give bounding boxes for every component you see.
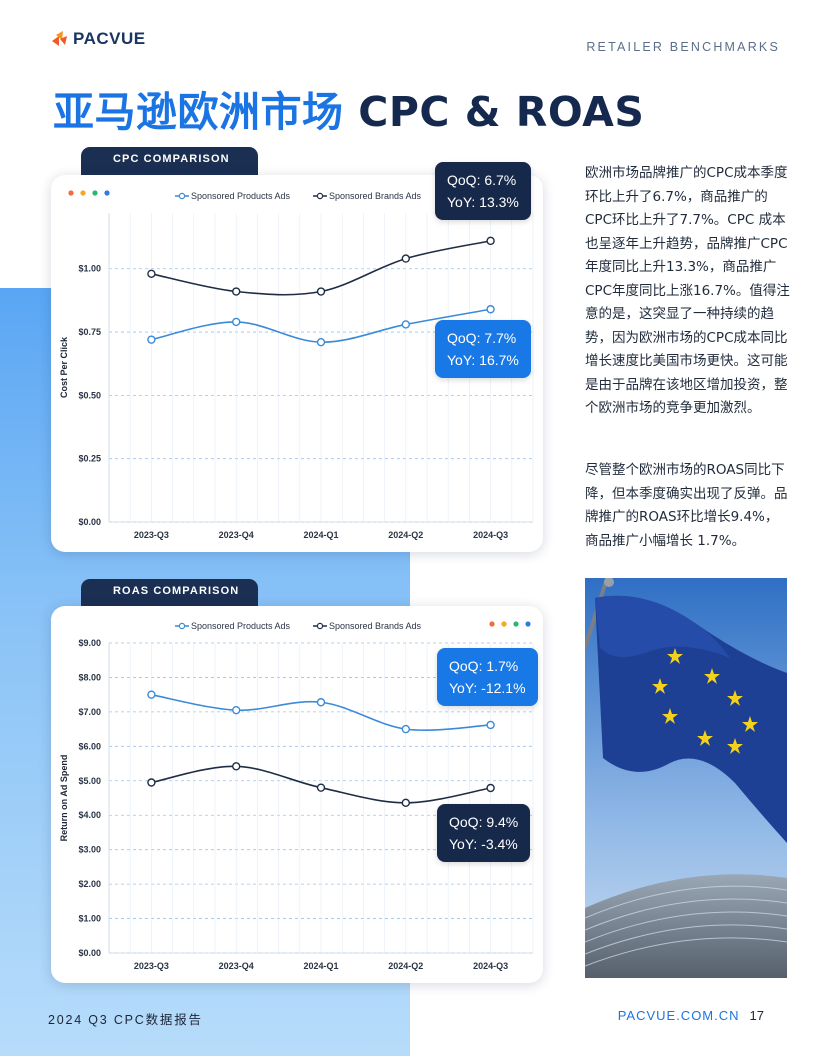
data-point: [486, 783, 495, 793]
data-point: [316, 783, 326, 792]
cpc-analysis-paragraph: 欧洲市场品牌推广的CPC成本季度环比上升了6.7%，商品推广的CPC环比上升了7…: [585, 165, 790, 416]
pacvue-logo: PACVUE: [50, 29, 146, 49]
y-axis-label: Return on Ad Spend: [59, 755, 69, 842]
legend-marker: [178, 192, 186, 200]
window-dot-icon: [80, 190, 86, 196]
data-point: [231, 317, 241, 327]
y-tick-label: $5.00: [78, 776, 101, 786]
roas-products-yoy: YoY: -12.1%: [449, 680, 526, 696]
data-point: [401, 320, 410, 329]
legend-marker: [316, 192, 324, 200]
window-dot-icon: [525, 621, 531, 627]
x-tick-label: 2024-Q2: [388, 530, 423, 540]
y-tick-label: $1.00: [78, 914, 101, 924]
data-point: [231, 762, 241, 771]
flag-stars: [652, 648, 758, 754]
data-point: [401, 798, 410, 808]
legend-label: Sponsored Brands Ads: [329, 621, 422, 631]
data-point: [147, 269, 156, 278]
x-tick-label: 2024-Q2: [388, 961, 423, 971]
x-tick-label: 2024-Q3: [473, 530, 508, 540]
legend-marker: [316, 622, 324, 630]
data-point: [401, 254, 410, 263]
legend-marker: [178, 622, 186, 630]
cpc-brands-qoq: QoQ: 6.7%: [447, 172, 517, 188]
legend-label: Sponsored Brands Ads: [329, 191, 422, 201]
footer-right: PACVUE.COM.CN 17: [618, 1008, 764, 1023]
data-point: [486, 236, 495, 246]
x-tick-label: 2023-Q3: [134, 961, 169, 971]
eu-flag-illustration: [585, 578, 787, 978]
x-tick-label: 2024-Q3: [473, 961, 508, 971]
section-label: RETAILER BENCHMARKS: [586, 40, 780, 54]
page-title-english: CPC & ROAS: [358, 88, 645, 136]
cpc-brands-yoy: YoY: 13.3%: [447, 194, 519, 210]
data-point: [231, 705, 241, 715]
cpc-brands-callout: QoQ: 6.7% YoY: 13.3%: [435, 162, 531, 220]
legend-label: Sponsored Products Ads: [191, 621, 291, 631]
cpc-products-qoq: QoQ: 7.7%: [447, 330, 517, 346]
data-point: [316, 698, 326, 707]
data-point: [486, 305, 495, 314]
y-tick-label: $0.00: [78, 517, 101, 527]
website-link[interactable]: PACVUE.COM.CN: [617, 1008, 740, 1023]
y-tick-label: $0.50: [78, 390, 101, 400]
roas-brands-yoy: YoY: -3.4%: [449, 836, 518, 852]
y-tick-label: $4.00: [78, 810, 101, 820]
data-point: [231, 287, 241, 296]
y-tick-label: $9.00: [78, 638, 101, 648]
roas-analysis-paragraph: 尽管整个欧洲市场的ROAS同比下降，但本季度确实出现了反弹。品牌推广的ROAS环…: [585, 462, 788, 549]
roas-products-qoq: QoQ: 1.7%: [449, 658, 519, 674]
roas-brands-callout: QoQ: 9.4% YoY: -3.4%: [437, 804, 531, 862]
window-dot-icon: [513, 621, 519, 627]
page-title: 亚马逊欧洲市场 CPC & ROAS: [53, 78, 644, 138]
data-point: [147, 690, 156, 699]
data-point: [316, 287, 326, 296]
cpc-products-yoy: YoY: 16.7%: [447, 352, 519, 368]
y-tick-label: $2.00: [78, 879, 101, 889]
y-tick-label: $7.00: [78, 707, 101, 717]
window-dot-icon: [489, 621, 495, 627]
cpc-products-callout: QoQ: 7.7% YoY: 16.7%: [435, 320, 531, 378]
eu-flag-photo: [585, 578, 787, 978]
page-title-chinese: 亚马逊欧洲市场: [53, 88, 344, 136]
x-tick-label: 2023-Q3: [134, 530, 169, 540]
y-tick-label: $0.75: [78, 327, 101, 337]
x-tick-label: 2024-Q1: [303, 961, 338, 971]
y-tick-label: $0.25: [78, 454, 101, 464]
pacvue-logo-icon: [52, 31, 67, 46]
data-point: [401, 724, 410, 734]
brand-name: PACVUE: [73, 29, 146, 48]
data-point: [316, 337, 326, 347]
y-tick-label: $6.00: [78, 741, 101, 751]
y-tick-label: $8.00: [78, 672, 101, 682]
roas-products-callout: QoQ: 1.7% YoY: -12.1%: [437, 648, 538, 706]
legend-label: Sponsored Products Ads: [191, 191, 291, 201]
y-axis-label: Cost Per Click: [59, 336, 69, 398]
data-point: [147, 778, 156, 787]
window-dot-icon: [501, 621, 507, 627]
x-tick-label: 2024-Q1: [303, 530, 338, 540]
y-tick-label: $1.00: [78, 264, 101, 274]
x-tick-label: 2023-Q4: [219, 961, 254, 971]
report-name: 2024 Q3 CPC数据报告: [48, 1013, 203, 1027]
data-point: [486, 720, 495, 730]
roas-brands-qoq: QoQ: 9.4%: [449, 814, 519, 830]
data-point: [147, 335, 156, 344]
x-tick-label: 2023-Q4: [219, 530, 254, 540]
window-dot-icon: [92, 190, 98, 196]
y-tick-label: $3.00: [78, 845, 101, 855]
page-number: 17: [749, 1008, 764, 1023]
window-dot-icon: [68, 190, 74, 196]
window-dot-icon: [104, 190, 110, 196]
y-tick-label: $0.00: [78, 948, 101, 958]
